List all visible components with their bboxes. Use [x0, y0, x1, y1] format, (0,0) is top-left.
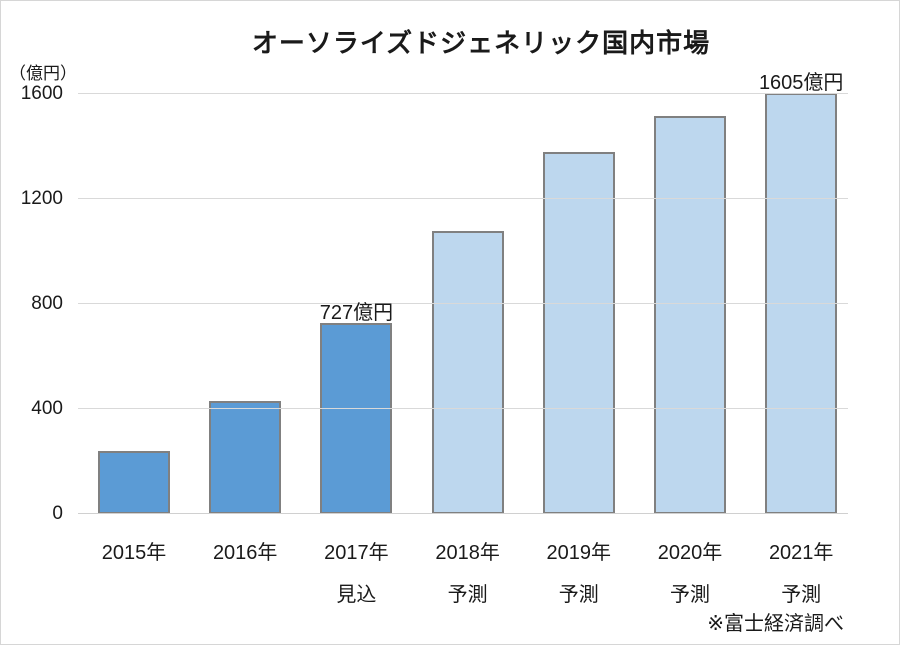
- x-label-2017年: 2017年: [324, 542, 389, 564]
- gridline-1200: [78, 198, 848, 199]
- x-sublabel-2018年: 予測: [447, 584, 488, 606]
- x-sublabel-2020年: 予測: [670, 584, 710, 606]
- y-tick-800: 800: [31, 293, 63, 314]
- gridline-800: [78, 303, 848, 304]
- source-note: ※富士経済調べ: [707, 613, 844, 635]
- gridline-400: [78, 408, 848, 409]
- x-axis-line: [78, 513, 848, 514]
- y-tick-1200: 1200: [20, 188, 63, 209]
- plot-area: [78, 92, 848, 514]
- x-label-2020年: 2020年: [657, 542, 723, 564]
- bar-2019年: [542, 151, 615, 514]
- bar-2015年: [98, 451, 170, 514]
- bar-2018年: [431, 230, 504, 514]
- y-tick-400: 400: [31, 398, 63, 419]
- x-label-2018年: 2018年: [435, 542, 500, 564]
- value-label-2021年: 1605億円: [758, 71, 844, 94]
- x-sublabel-2021年: 予測: [781, 584, 822, 606]
- x-label-2015年: 2015年: [101, 542, 167, 564]
- x-label-2021年: 2021年: [768, 542, 834, 564]
- bar-2017年: [320, 323, 393, 514]
- gridline-1600: [78, 93, 848, 94]
- bar-2020年: [654, 116, 726, 514]
- x-sublabel-2019年: 予測: [558, 584, 599, 606]
- chart-title: オーソライズドジェネリック国内市場: [251, 28, 711, 58]
- x-sublabel-2017年: 見込: [336, 584, 377, 606]
- y-tick-1600: 1600: [20, 83, 63, 104]
- y-axis-unit-label: （億円）: [9, 64, 77, 83]
- x-label-2019年: 2019年: [546, 542, 612, 564]
- y-tick-0: 0: [52, 503, 63, 524]
- x-label-2016年: 2016年: [212, 542, 278, 564]
- value-label-2017年: 727億円: [319, 302, 394, 325]
- bar-2016年: [209, 401, 282, 514]
